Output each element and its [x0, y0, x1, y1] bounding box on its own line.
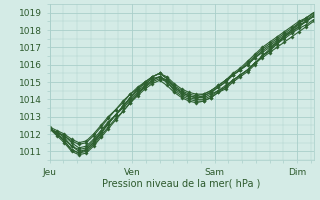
X-axis label: Pression niveau de la mer( hPa ): Pression niveau de la mer( hPa ) [102, 178, 261, 188]
